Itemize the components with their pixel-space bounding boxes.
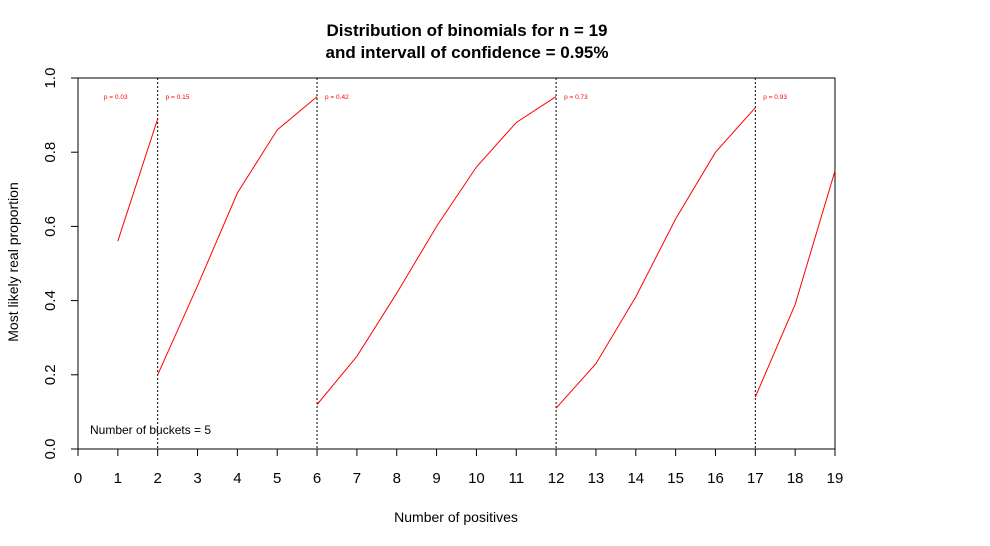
x-tick-label-17: 17 bbox=[747, 470, 764, 487]
p-label-2: p = 0.42 bbox=[325, 94, 349, 101]
bucket-boundaries bbox=[157, 78, 756, 449]
y-tick-label-3: 0.6 bbox=[42, 216, 59, 237]
x-tick-label-18: 18 bbox=[787, 470, 804, 487]
chart-title-line-1: Distribution of binomials for n = 19 bbox=[327, 21, 608, 40]
x-tick-label-6: 6 bbox=[313, 470, 321, 487]
x-tick-label-16: 16 bbox=[707, 470, 724, 487]
x-tick-label-13: 13 bbox=[588, 470, 605, 487]
series-segment-1 bbox=[157, 96, 318, 376]
y-tick-label-0: 0.0 bbox=[42, 439, 59, 460]
x-tick-label-8: 8 bbox=[393, 470, 401, 487]
plot-frame bbox=[77, 77, 836, 450]
y-tick-label-2: 0.4 bbox=[42, 290, 59, 311]
p-label-4: p = 0.93 bbox=[763, 94, 787, 101]
x-tick-label-10: 10 bbox=[468, 470, 485, 487]
series-lines bbox=[117, 96, 836, 409]
p-label-1: p = 0.15 bbox=[166, 94, 190, 101]
x-tick-label-11: 11 bbox=[508, 470, 524, 487]
x-axis: 0 1 2 3 4 5 6 7 8 9 10 11 12 13 14 15 16 17 18 19 bbox=[74, 448, 844, 487]
y-axis: 0.0 0.2 0.4 0.6 0.8 1.0 bbox=[42, 68, 79, 460]
x-tick-label-4: 4 bbox=[233, 470, 241, 487]
x-tick-label-7: 7 bbox=[353, 470, 361, 487]
x-tick-label-5: 5 bbox=[273, 470, 281, 487]
x-tick-label-14: 14 bbox=[627, 470, 644, 487]
series-segment-0 bbox=[117, 118, 159, 242]
series-segment-4 bbox=[754, 170, 836, 398]
series-segment-2 bbox=[316, 96, 557, 405]
y-axis-label: Most likely real proportion bbox=[5, 182, 21, 342]
x-tick-label-15: 15 bbox=[667, 470, 684, 487]
x-tick-label-9: 9 bbox=[432, 470, 440, 487]
x-tick-label-2: 2 bbox=[154, 470, 162, 487]
p-label-3: p = 0.73 bbox=[564, 94, 588, 101]
x-tick-label-1: 1 bbox=[114, 470, 122, 487]
x-tick-label-0: 0 bbox=[74, 470, 82, 487]
y-tick-label-5: 1.0 bbox=[42, 68, 59, 89]
x-tick-label-12: 12 bbox=[548, 470, 565, 487]
p-labels: p = 0.03 p = 0.15 p = 0.42 p = 0.73 p = 0.93 bbox=[104, 94, 787, 101]
x-axis-label: Number of positives bbox=[394, 509, 518, 525]
p-label-0: p = 0.03 bbox=[104, 94, 128, 101]
y-tick-label-1: 0.2 bbox=[42, 364, 59, 385]
chart-title-line-2: and intervall of confidence = 0.95% bbox=[326, 43, 609, 62]
series-segment-3 bbox=[555, 107, 756, 409]
x-tick-label-3: 3 bbox=[193, 470, 201, 487]
bucket-count-note: Number of buckets = 5 bbox=[90, 423, 211, 437]
x-tick-label-19: 19 bbox=[827, 470, 844, 487]
y-tick-label-4: 0.8 bbox=[42, 142, 59, 163]
